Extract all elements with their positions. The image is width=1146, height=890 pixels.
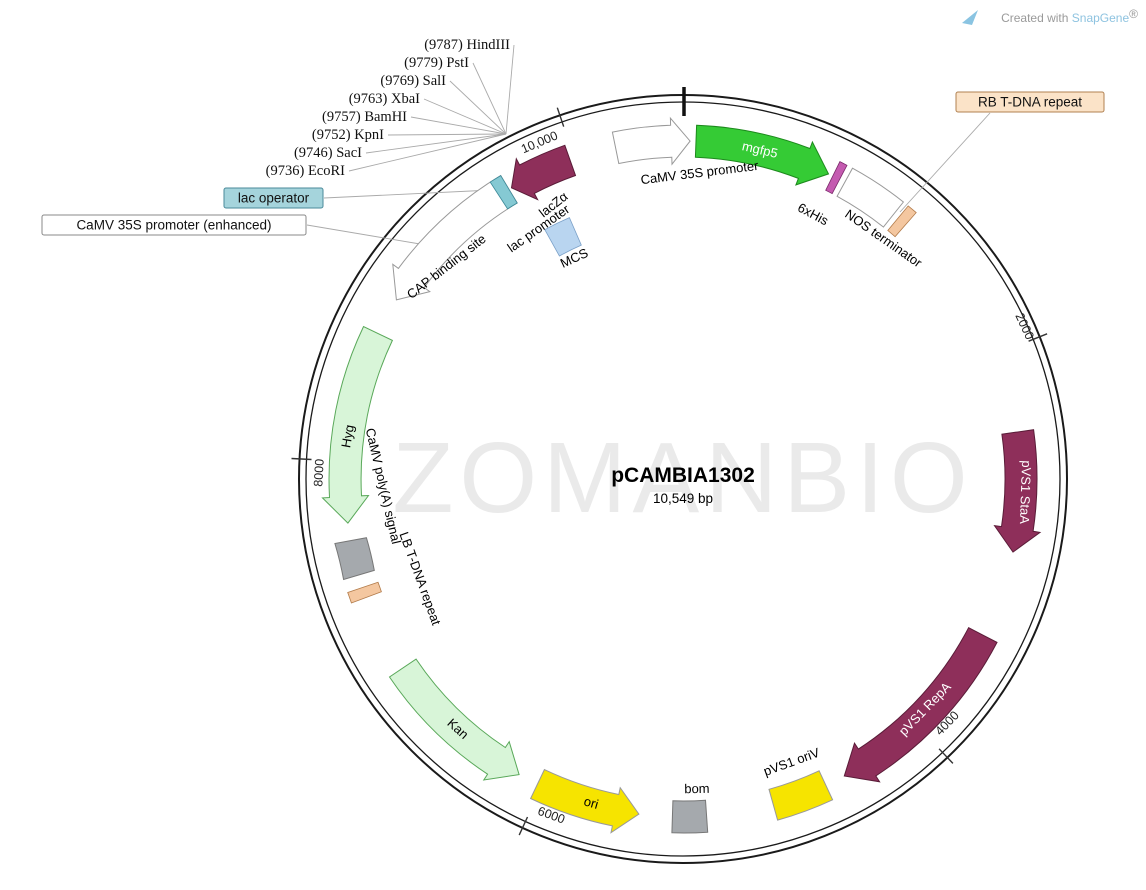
plasmid-name: pCAMBIA1302 <box>611 464 755 487</box>
leader-sali <box>449 80 507 135</box>
feature-mcs-box[interactable] <box>544 217 582 257</box>
feature-pvs1-staa-arrow[interactable] <box>993 429 1042 553</box>
boxed-label-camv35s-enhanced[interactable]: CaMV 35S promoter (enhanced) <box>41 214 307 236</box>
credit-brand[interactable]: SnapGene <box>1072 11 1130 25</box>
label-6xhis: 6xHis <box>795 200 831 229</box>
enzyme-bamhi[interactable]: (9757) BamHI <box>322 109 407 125</box>
leader-bamhi <box>410 116 507 135</box>
leader-hindiii <box>505 44 515 135</box>
tick-4000 <box>938 748 954 764</box>
feature-rb-tdna-marker[interactable] <box>887 205 917 238</box>
feature-lac-operator-marker[interactable] <box>489 175 518 210</box>
tick-label-8000: 8000 <box>311 458 326 487</box>
tick-10000 <box>556 107 565 127</box>
label-bom: bom <box>684 781 710 796</box>
leader-ecori <box>348 133 507 172</box>
tick-6000 <box>518 816 529 836</box>
label-camv35s-promoter: CaMV 35S promoter <box>640 158 760 187</box>
tick-2000 <box>1028 333 1048 342</box>
feature-camv35s-enhanced-arrow[interactable] <box>392 174 518 301</box>
watermark-text: ZOMANBIO <box>392 422 973 534</box>
label-lb-tdna: LB T-DNA repeat <box>396 530 444 628</box>
feature-camv-polya-box[interactable] <box>334 537 375 581</box>
rb-tdna-label-text: RB T-DNA repeat <box>978 95 1082 110</box>
lac-operator-label-box[interactable] <box>223 187 324 209</box>
feature-lacza-arrow[interactable] <box>510 144 577 201</box>
leader-camv35s-enhanced <box>306 224 421 245</box>
feature-hyg-arrow[interactable] <box>321 325 394 524</box>
camv35s-enhanced-label-text: CaMV 35S promoter (enhanced) <box>76 218 271 233</box>
rb-tdna-label-box[interactable] <box>955 91 1105 113</box>
feature-lb-tdna-marker[interactable] <box>347 581 382 604</box>
enzyme-leader-lines <box>348 44 515 172</box>
tick-label-2000: 2000 <box>1012 311 1036 342</box>
lac-operator-label-text: lac operator <box>238 191 310 206</box>
plasmid-size: 10,549 bp <box>653 491 713 506</box>
snapgene-credit: Created with SnapGene® <box>962 7 1138 25</box>
leader-psti <box>472 62 507 135</box>
feature-pvs1-oriv-box[interactable] <box>768 770 834 821</box>
label-hyg: Hyg <box>338 424 357 449</box>
credit-registered-mark: ® <box>1129 7 1138 21</box>
feature-bom-box[interactable] <box>671 799 709 834</box>
feature-pvs1-repa-arrow[interactable] <box>843 627 998 783</box>
leader-lac-operator <box>323 189 493 199</box>
leader-kpni <box>387 133 507 136</box>
feature-camv35s-promoter-arrow[interactable] <box>611 116 691 166</box>
enzyme-psti[interactable]: (9779) PstI <box>404 55 469 71</box>
boxed-label-rb-tdna[interactable]: RB T-DNA repeat <box>955 91 1105 113</box>
enzyme-kpni[interactable]: (9752) KpnI <box>312 127 384 143</box>
credit-text: Created with SnapGene® <box>1001 7 1138 25</box>
feature-ori-arrow[interactable] <box>529 768 640 834</box>
feature-6xhis-marker[interactable] <box>825 161 848 195</box>
enzyme-hindiii[interactable]: (9787) HindIII <box>424 37 510 53</box>
enzyme-ecori[interactable]: (9736) EcoRI <box>266 163 345 179</box>
label-pvs1-staa: pVS1 StaA <box>1017 460 1034 524</box>
snapgene-logo-icon <box>962 10 978 25</box>
feature-kan-arrow[interactable] <box>388 658 520 781</box>
enzyme-saci[interactable]: (9746) SacI <box>294 145 362 161</box>
enzyme-xbai[interactable]: (9763) XbaI <box>349 91 420 107</box>
feature-mgfp5-arrow[interactable] <box>694 124 830 186</box>
restriction-site-list: (9787) HindIII (9779) PstI (9769) SalI (… <box>266 37 510 179</box>
credit-prefix: Created with <box>1001 11 1072 25</box>
boxed-label-lac-operator[interactable]: lac operator <box>223 187 324 209</box>
tick-8000 <box>291 457 312 461</box>
leader-rb-tdna <box>899 112 991 213</box>
feature-nos-terminator-box[interactable] <box>836 167 905 228</box>
camv35s-enhanced-label-box[interactable] <box>41 214 307 236</box>
label-ori: ori <box>582 793 600 811</box>
leader-saci <box>365 133 507 154</box>
leader-xbai <box>423 98 507 135</box>
enzyme-sali[interactable]: (9769) SalI <box>380 73 446 89</box>
